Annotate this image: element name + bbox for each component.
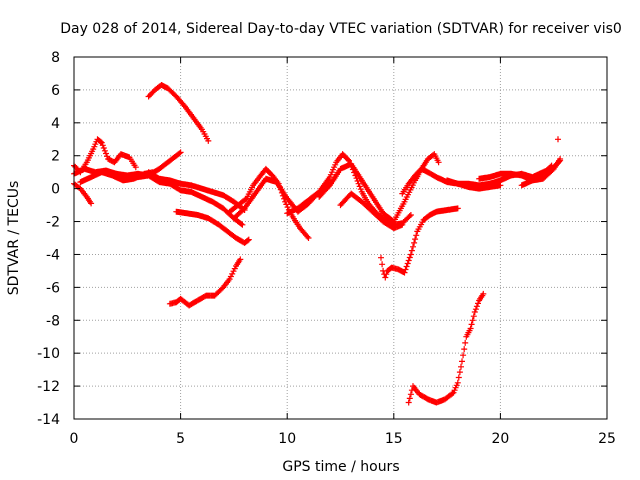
series-arc7 [145, 169, 248, 213]
plus-markers [555, 136, 561, 143]
plus-markers [124, 170, 246, 228]
series-arc19 [518, 162, 555, 189]
y-axis-label: SDTVAR / TECUs [6, 181, 22, 296]
plus-markers [378, 205, 461, 281]
x-tick-label: 0 [70, 431, 79, 447]
plus-markers [166, 256, 244, 309]
series-arc8 [173, 208, 252, 246]
series-arc21 [555, 136, 561, 143]
plus-markers [444, 177, 504, 192]
x-tick-label: 15 [385, 431, 403, 447]
y-tick-label: -8 [46, 313, 60, 329]
y-tick-label: -2 [46, 215, 60, 231]
plus-markers [405, 290, 487, 406]
plus-markers [337, 190, 406, 232]
series-arc13 [316, 151, 442, 225]
data-series [71, 82, 564, 406]
y-tick-label: -6 [46, 280, 60, 296]
y-tick-label: -12 [37, 379, 60, 395]
series-arc15 [378, 205, 461, 281]
y-tick-label: -14 [37, 412, 60, 428]
y-tick-labels: -14 -12 -10 -8 -6 -4 -2 0 2 4 6 8 [37, 50, 60, 428]
y-tick-label: -4 [46, 247, 60, 263]
y-tick-label: -10 [37, 346, 60, 362]
plot-frame [73, 56, 608, 420]
y-tick-label: 0 [51, 182, 60, 198]
series-arc6 [124, 170, 246, 228]
series-arc9 [166, 256, 244, 309]
series-arc20 [405, 290, 487, 406]
series-arc14 [337, 190, 406, 232]
plus-markers [145, 82, 212, 144]
y-tick-label: 6 [51, 83, 60, 99]
chart-title: Day 028 of 2014, Sidereal Day-to-day VTE… [60, 21, 622, 37]
series-arc17 [444, 177, 504, 192]
axis-ticks [73, 56, 608, 420]
x-axis-label: GPS time / hours [282, 459, 399, 475]
plus-markers [316, 151, 442, 225]
plus-markers [173, 208, 252, 246]
grid-lines [74, 57, 607, 419]
y-tick-label: 4 [51, 116, 60, 132]
plus-markers [518, 162, 555, 189]
x-tick-labels: 0 5 10 15 20 25 [70, 431, 616, 447]
x-tick-label: 25 [598, 431, 616, 447]
x-tick-label: 5 [176, 431, 185, 447]
x-tick-label: 10 [278, 431, 296, 447]
series-arc5 [145, 82, 212, 144]
y-tick-label: 2 [51, 149, 60, 165]
plus-markers [145, 169, 248, 213]
y-tick-label: 8 [51, 50, 60, 66]
x-tick-label: 20 [491, 431, 509, 447]
